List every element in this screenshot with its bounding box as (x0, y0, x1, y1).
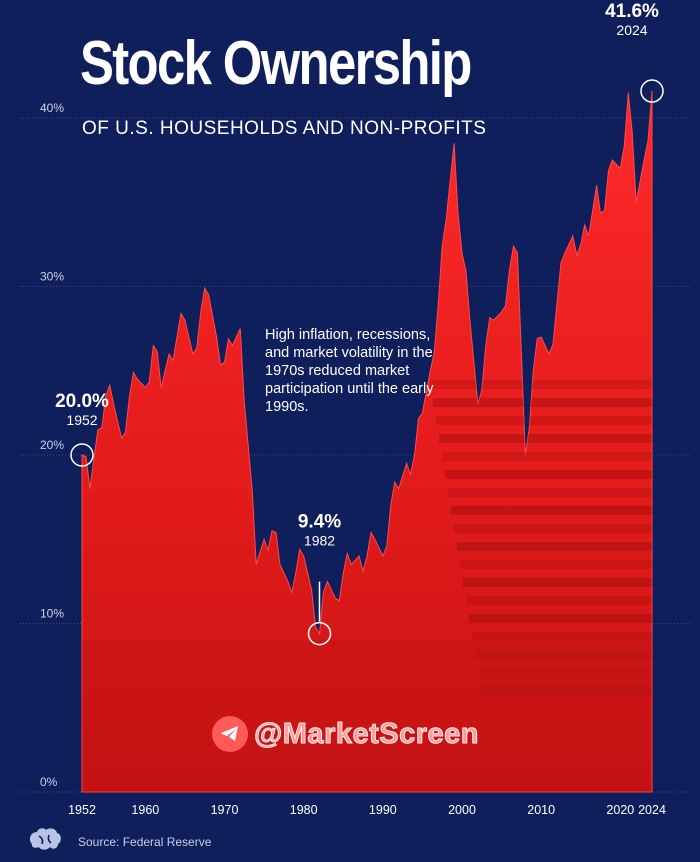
y-tick-label: 20% (40, 438, 64, 452)
highlight-year: 1982 (304, 533, 335, 549)
highlight-value: 20.0% (55, 391, 109, 412)
x-tick-label: 1990 (369, 803, 397, 817)
telegram-icon (212, 716, 248, 752)
y-tick-label: 0% (40, 775, 58, 789)
x-tick-label: 2020 (606, 803, 634, 817)
x-tick-label: 1960 (131, 803, 159, 817)
brain-logo-icon (29, 828, 61, 850)
source-note: Source: Federal Reserve (78, 835, 212, 849)
x-tick-label: 2024 (638, 803, 666, 817)
watermark-text: @MarketScreen (254, 717, 480, 750)
y-tick-label: 30% (40, 270, 64, 284)
x-tick-label: 1952 (68, 803, 96, 817)
x-tick-label: 2010 (527, 803, 555, 817)
series-line (81, 90, 653, 793)
y-tick-label: 40% (40, 101, 64, 115)
highlight-marker (640, 79, 664, 103)
highlight-year: 2024 (616, 22, 647, 38)
watermark: @MarketScreen (212, 716, 479, 752)
x-tick-label: 2000 (448, 803, 476, 817)
annotation-note: High inflation, recessions, and market v… (265, 327, 434, 415)
highlight-year: 1952 (66, 412, 97, 428)
highlight-value: 9.4% (298, 512, 341, 533)
ticker-board-decor (82, 380, 652, 792)
chart-subtitle: OF U.S. HOUSEHOLDS AND NON-PROFITS (82, 118, 487, 139)
chart-title: Stock Ownership (80, 29, 472, 98)
x-tick-label: 1970 (211, 803, 239, 817)
highlight-marker (70, 443, 94, 467)
series-area (82, 91, 652, 792)
x-tick-label: 1980 (290, 803, 318, 817)
highlight-marker (307, 621, 332, 646)
y-tick-label: 10% (40, 607, 64, 621)
highlight-value: 41.6% (605, 1, 659, 22)
